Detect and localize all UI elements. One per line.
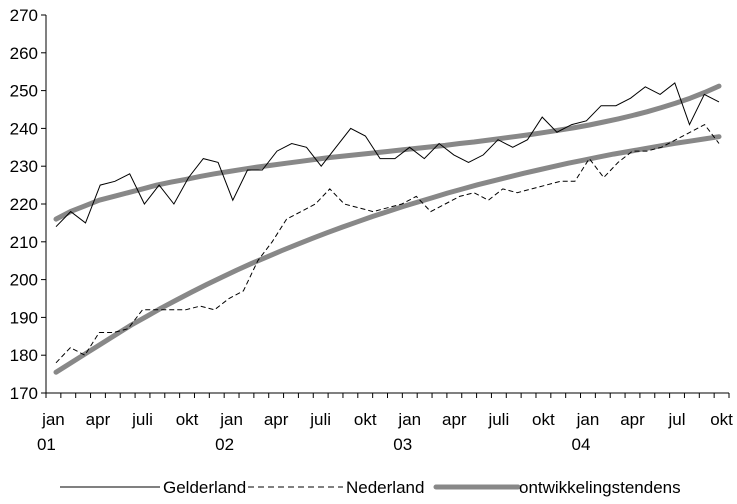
x-tick-label: apr bbox=[620, 410, 645, 429]
y-tick-label: 230 bbox=[10, 157, 38, 176]
y-tick-label: 220 bbox=[10, 195, 38, 214]
x-tick-label: juli bbox=[309, 410, 331, 429]
y-tick-label: 170 bbox=[10, 384, 38, 403]
x-tick-label: jan bbox=[219, 410, 243, 429]
series-line-nederland bbox=[55, 123, 720, 364]
trend-line-gelderland bbox=[53, 83, 722, 222]
y-tick-label: 200 bbox=[10, 271, 38, 290]
y-axis-ticks: 170 180 190 200 210 220 230 240 250 260 270 bbox=[10, 6, 46, 403]
y-tick-label: 180 bbox=[10, 346, 38, 365]
y-tick-label: 260 bbox=[10, 44, 38, 63]
trend-line-nederland bbox=[53, 134, 722, 375]
axes bbox=[45, 15, 729, 394]
x-axis-ticks: jan 01 apr juli okt jan 02 apr juli okt jan 03 apr ju… bbox=[37, 393, 733, 454]
x-tick-label: juli bbox=[131, 410, 153, 429]
y-tick-label: 250 bbox=[10, 82, 38, 101]
series-layer bbox=[53, 82, 722, 375]
y-tick-label: 240 bbox=[10, 119, 38, 138]
series-line-gelderland bbox=[55, 82, 720, 228]
legend-label-nederland: Nederland bbox=[346, 478, 424, 497]
x-tick-label: jan bbox=[41, 410, 65, 429]
x-tick-label-year: 02 bbox=[215, 435, 234, 454]
legend-label-gelderland: Gelderland bbox=[163, 478, 246, 497]
x-tick-label: apr bbox=[442, 410, 467, 429]
y-tick-label: 270 bbox=[10, 6, 38, 25]
x-tick-label-year: 04 bbox=[571, 435, 590, 454]
x-tick-label: jan bbox=[576, 410, 600, 429]
y-tick-label: 190 bbox=[10, 308, 38, 327]
legend: Gelderland Nederland ontwikkelingstendens bbox=[60, 478, 681, 497]
legend-label-trend: ontwikkelingstendens bbox=[519, 478, 681, 497]
x-tick-label: juli bbox=[487, 410, 509, 429]
x-tick-label: jan bbox=[397, 410, 421, 429]
x-tick-label-year: 01 bbox=[37, 435, 56, 454]
x-tick-label: jul bbox=[668, 410, 686, 429]
x-tick-label: apr bbox=[86, 410, 111, 429]
x-tick-label: apr bbox=[264, 410, 289, 429]
x-tick-label: okt bbox=[176, 410, 199, 429]
x-tick-label: okt bbox=[354, 410, 377, 429]
x-tick-label: okt bbox=[532, 410, 555, 429]
x-tick-label-year: 03 bbox=[393, 435, 412, 454]
x-tick-label: okt bbox=[710, 410, 733, 429]
y-tick-label: 210 bbox=[10, 233, 38, 252]
